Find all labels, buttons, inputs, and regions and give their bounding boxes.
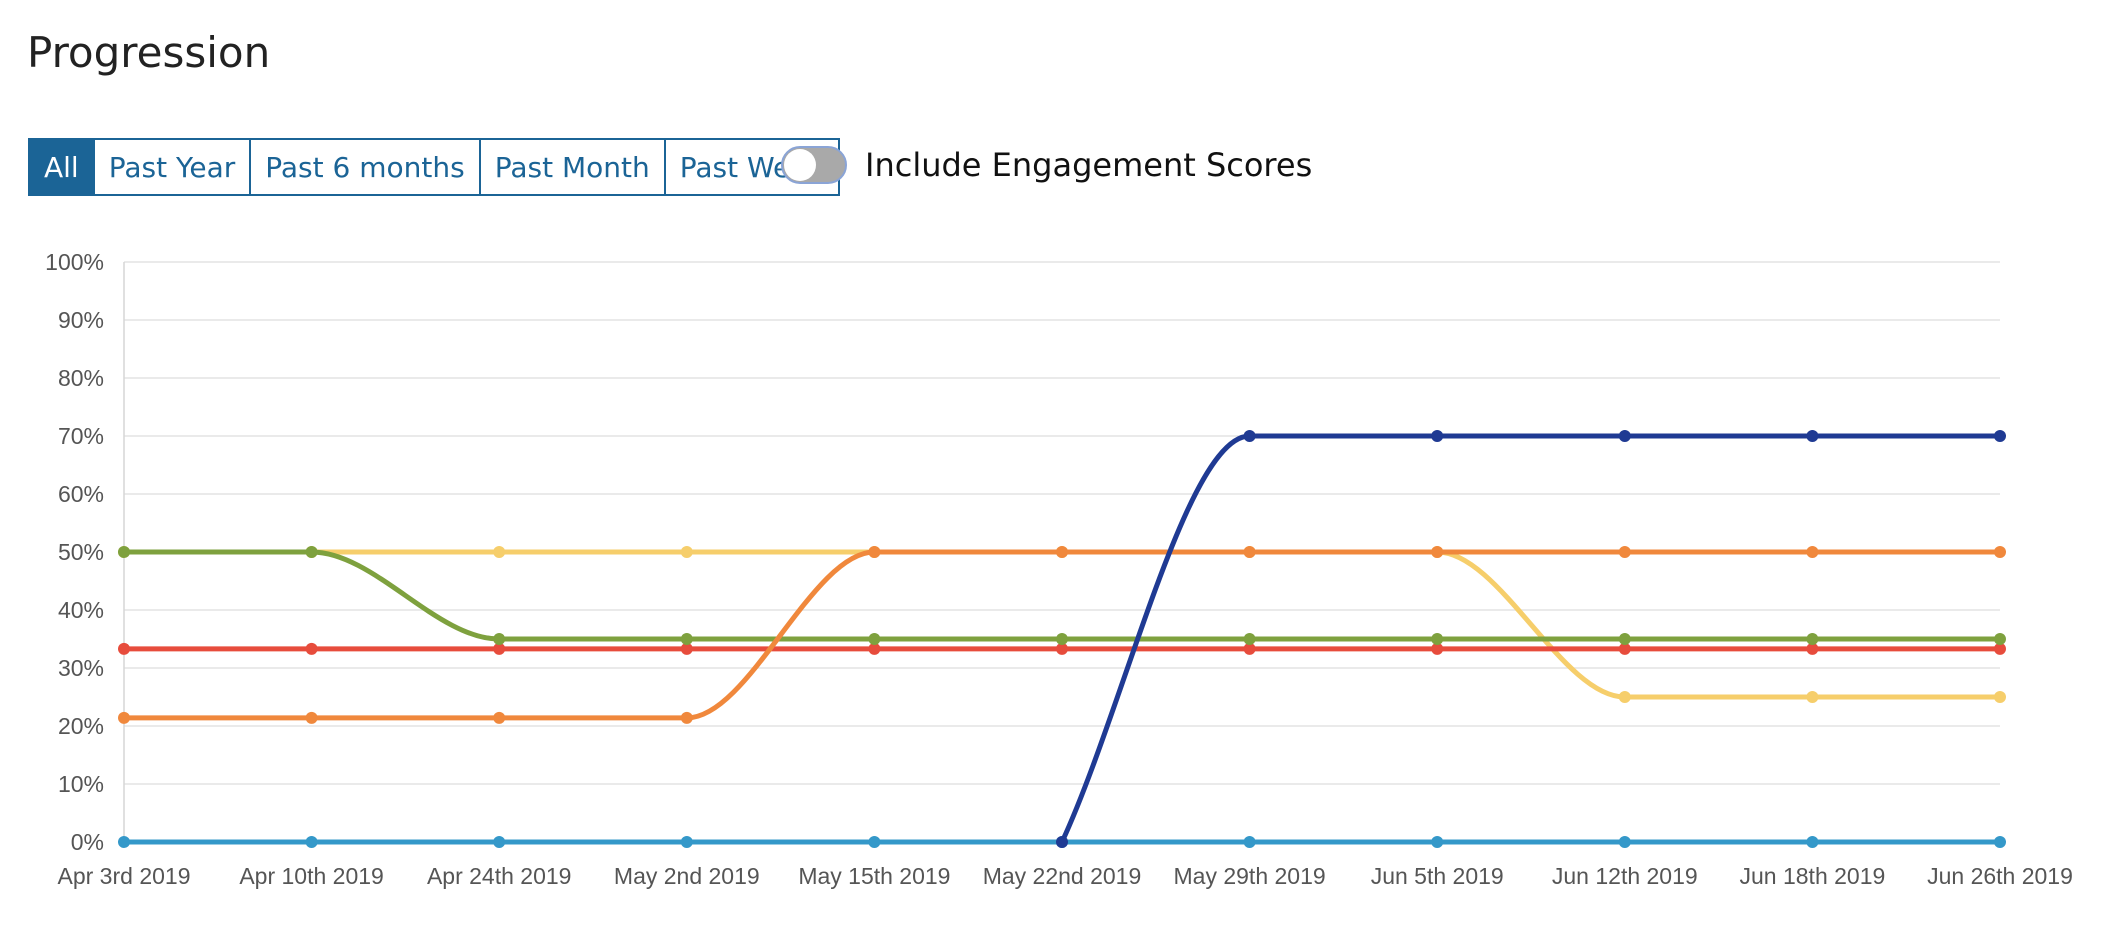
data-point (1618, 642, 1631, 655)
data-point (1618, 691, 1631, 703)
engagement-scores-toggle[interactable] (781, 146, 847, 184)
data-point (1618, 836, 1631, 848)
y-tick-label: 70% (58, 423, 104, 449)
y-tick-label: 90% (58, 307, 104, 333)
data-point (1431, 430, 1444, 442)
data-point (493, 642, 506, 655)
data-point (1431, 546, 1444, 558)
filter-past-month-button[interactable]: Past Month (478, 138, 666, 196)
x-tick-label: Apr 10th 2019 (239, 863, 384, 889)
data-point (1056, 546, 1068, 558)
data-point (680, 546, 693, 558)
filter-past-6-months-button[interactable]: Past 6 months (249, 138, 481, 196)
data-point (1243, 642, 1256, 655)
x-tick-label: Jun 12th 2019 (1552, 863, 1698, 889)
y-tick-label: 10% (58, 771, 104, 797)
data-point (1994, 546, 2006, 558)
data-point (1618, 430, 1631, 442)
data-point (868, 546, 881, 558)
x-tick-label: May 15th 2019 (798, 863, 950, 889)
toggle-knob (784, 149, 816, 181)
data-point (1056, 642, 1068, 655)
data-point (1806, 836, 1819, 848)
data-point (1806, 642, 1819, 655)
data-point (118, 546, 130, 558)
data-point (493, 546, 506, 558)
engagement-toggle-group: Include Engagement Scores (781, 146, 1312, 184)
data-point (1431, 642, 1444, 655)
y-tick-label: 60% (58, 481, 104, 507)
data-point (305, 546, 318, 558)
x-tick-label: Jun 26th 2019 (1927, 863, 2073, 889)
x-tick-label: Jun 5th 2019 (1371, 863, 1504, 889)
x-tick-label: May 2nd 2019 (614, 863, 760, 889)
x-tick-label: May 22nd 2019 (983, 863, 1142, 889)
data-point (1431, 633, 1444, 645)
data-point (1243, 633, 1256, 645)
y-tick-label: 40% (58, 597, 104, 623)
data-point (1618, 546, 1631, 558)
y-tick-label: 30% (58, 655, 104, 681)
data-point (1806, 691, 1819, 703)
x-tick-label: Jun 18th 2019 (1740, 863, 1886, 889)
data-point (1806, 430, 1819, 442)
series-line-0 (121, 549, 2003, 700)
data-point (1056, 836, 1068, 848)
y-tick-label: 0% (71, 829, 104, 855)
data-point (305, 642, 318, 655)
x-tick-label: Apr 24th 2019 (427, 863, 572, 889)
data-point (1806, 546, 1819, 558)
data-point (680, 633, 693, 645)
data-point (1994, 836, 2006, 848)
data-point (868, 642, 881, 655)
filter-all-button[interactable]: All (28, 138, 95, 196)
page-title: Progression (27, 28, 271, 77)
data-point (118, 836, 130, 848)
data-point (493, 711, 506, 724)
data-point (1618, 633, 1631, 645)
data-point (1243, 836, 1256, 848)
y-tick-label: 20% (58, 713, 104, 739)
data-point (305, 711, 318, 724)
y-tick-label: 100% (45, 249, 104, 275)
data-point (680, 711, 693, 724)
data-point (1994, 430, 2006, 442)
y-tick-label: 80% (58, 365, 104, 391)
series-line-2 (121, 549, 2003, 642)
data-point (1994, 642, 2006, 655)
data-point (868, 633, 881, 645)
data-point (118, 642, 130, 655)
data-point (305, 836, 318, 848)
series-line-3 (121, 549, 2003, 721)
engagement-scores-label: Include Engagement Scores (865, 146, 1313, 184)
data-point (1431, 836, 1444, 848)
data-point (680, 642, 693, 655)
data-point (1056, 633, 1068, 645)
data-point (1243, 546, 1256, 558)
data-point (680, 836, 693, 848)
x-tick-label: May 29th 2019 (1174, 863, 1326, 889)
data-point (1806, 633, 1819, 645)
data-point (1994, 633, 2006, 645)
x-tick-label: Apr 3rd 2019 (58, 863, 191, 889)
data-point (493, 836, 506, 848)
y-tick-label: 50% (58, 539, 104, 565)
data-point (493, 633, 506, 645)
data-point (118, 711, 130, 724)
data-point (868, 836, 881, 848)
data-point (1243, 430, 1256, 442)
data-point (1994, 691, 2006, 703)
